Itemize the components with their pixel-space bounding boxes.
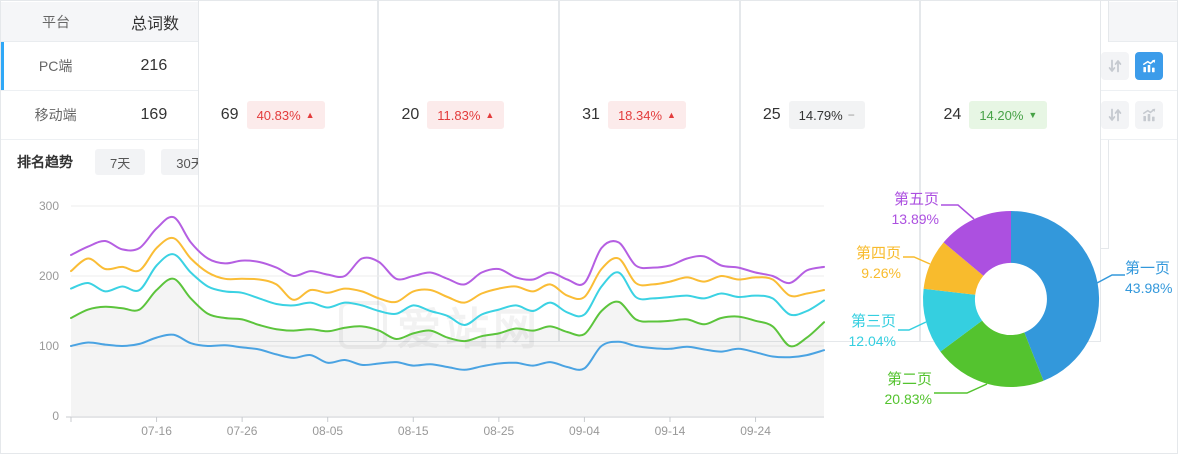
page5-count: 24 [943, 106, 962, 123]
bar-chart-icon [1143, 108, 1156, 122]
page3-cell: 31 18.34% ▲ [558, 1, 740, 342]
svg-text:09-04: 09-04 [569, 424, 600, 438]
page-distribution-donut-chart [898, 204, 1125, 394]
trend-line-chart: 0 100 200 300 07-16 07-26 08-05 08-15 08-25 09-04… [39, 199, 825, 438]
page1-count: 69 [220, 106, 239, 123]
sort-arrows-icon [1108, 59, 1122, 73]
page5-change-badge: 14.20% ▼ [969, 101, 1048, 129]
svg-text:0: 0 [52, 409, 59, 423]
col-header-total-words: 总词数 [130, 15, 179, 33]
bar-chart-icon [1143, 59, 1156, 73]
sort-button[interactable] [1101, 101, 1129, 129]
callout-line-page1 [1096, 274, 1125, 284]
col-header-platform: 平台 [42, 13, 70, 30]
trend-arrow-icon: ▲ [485, 109, 495, 120]
platform-label: 移动端 [34, 107, 77, 123]
row-actions [1101, 101, 1177, 129]
svg-text:08-25: 08-25 [483, 424, 514, 438]
trend-arrow-icon: ▲ [305, 109, 315, 120]
donut-label-page5: 第五页 13.89% [891, 191, 939, 227]
show-trend-chart-button[interactable] [1135, 101, 1163, 129]
svg-text:09-14: 09-14 [655, 424, 686, 438]
page4-count: 25 [762, 106, 781, 123]
page4-change-badge: 14.79% − [788, 101, 865, 129]
page1-change-badge: 40.83% ▲ [246, 101, 325, 129]
page2-change-badge: 11.83% ▲ [427, 101, 505, 129]
callout-line-page5 [941, 204, 975, 220]
total-words-value: 169 [140, 106, 168, 123]
show-trend-chart-button[interactable] [1135, 52, 1163, 80]
svg-text:100: 100 [39, 339, 59, 353]
svg-text:07-16: 07-16 [141, 424, 172, 438]
page3-count: 31 [582, 106, 600, 123]
table-row-mobile[interactable]: 移动端 169 69 40.83% ▲ 20 11.83% ▲ 31 18.34% ▲… [1, 1, 1177, 342]
page3-change-badge: 18.34% ▲ [607, 101, 686, 129]
platform-label: PC端 [38, 58, 73, 74]
svg-text:200: 200 [39, 269, 59, 283]
page1-cell: 69 40.83% ▲ [197, 1, 379, 342]
trend-title: 排名趋势 [17, 154, 73, 170]
donut-label-page4: 第四页 9.26% [855, 245, 901, 281]
trend-arrow-icon: ▲ [667, 109, 676, 120]
svg-text:08-15: 08-15 [398, 424, 429, 438]
donut-label-page3: 第三页 12.04% [848, 313, 896, 349]
page2-count: 20 [401, 106, 420, 123]
trend-arrow-icon: ▼ [1028, 109, 1038, 120]
donut-label-page2: 第二页 20.83% [884, 371, 932, 407]
page4-cell: 25 14.79% − [739, 1, 921, 342]
svg-text:300: 300 [39, 199, 59, 213]
callout-line-page4 [903, 256, 931, 265]
donut-label-page1: 第一页 43.98% [1125, 260, 1173, 296]
page2-cell: 20 11.83% ▲ [378, 1, 559, 342]
row-actions [1101, 52, 1177, 80]
tab-7-days[interactable]: 7天 [95, 149, 146, 175]
svg-text:08-05: 08-05 [312, 424, 343, 438]
trend-arrow-icon: − [847, 108, 855, 122]
total-words-value: 216 [140, 57, 168, 74]
callout-line-page3 [898, 321, 927, 331]
svg-text:09-24: 09-24 [740, 424, 771, 438]
sort-button[interactable] [1101, 52, 1129, 80]
sort-arrows-icon [1108, 108, 1122, 122]
svg-text:07-26: 07-26 [227, 424, 258, 438]
callout-line-page2 [934, 383, 988, 394]
